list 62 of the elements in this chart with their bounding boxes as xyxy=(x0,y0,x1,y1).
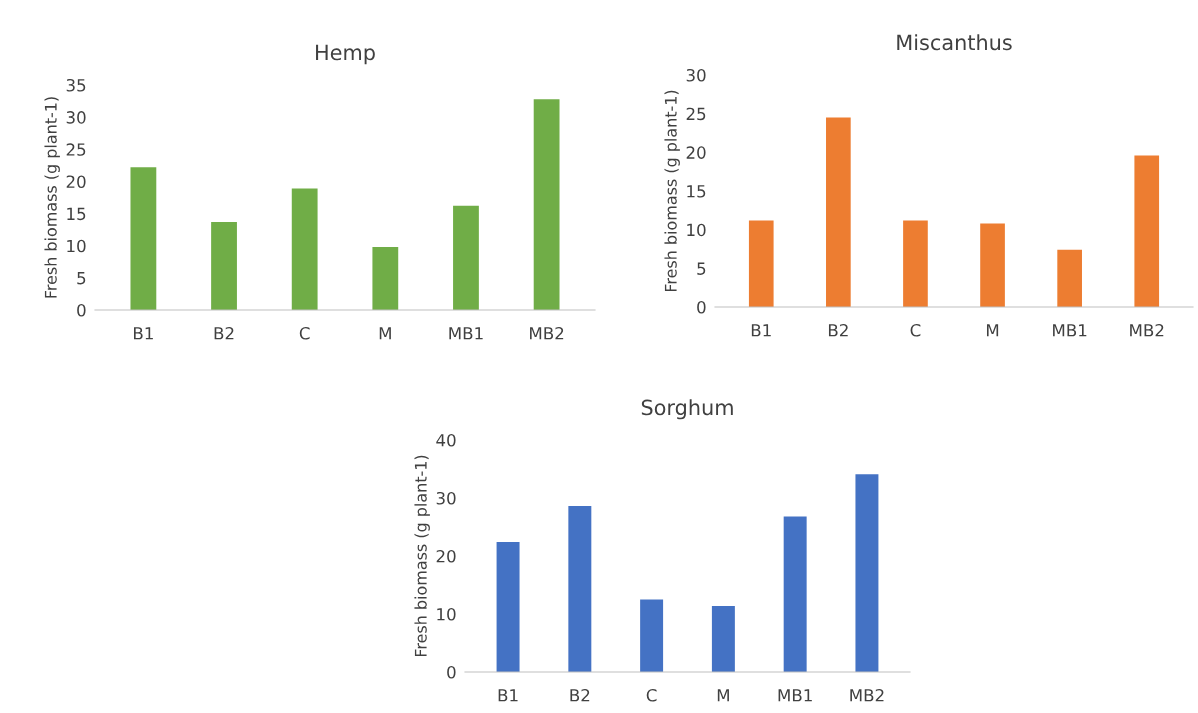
bar xyxy=(711,605,735,672)
x-tick-label: B2 xyxy=(828,323,848,337)
x-tick-label: B2 xyxy=(570,688,590,702)
bar xyxy=(496,542,520,672)
y-tick-label: 10 xyxy=(687,223,706,237)
x-tick-label: MB1 xyxy=(1053,324,1087,337)
bar xyxy=(826,117,851,307)
y-tick-label: 10 xyxy=(437,607,456,621)
bar xyxy=(980,223,1005,307)
bar xyxy=(1057,249,1082,307)
y-axis-title: Fresh biomass (g plant-1) xyxy=(664,90,680,292)
bar xyxy=(453,205,479,310)
bar xyxy=(855,474,879,672)
y-axis-title: Fresh biomass (g plant-1) xyxy=(44,97,60,298)
bar xyxy=(372,247,399,310)
x-tick-label: B2 xyxy=(214,326,234,340)
y-tick-label: 5 xyxy=(77,272,86,285)
bar xyxy=(1134,155,1160,307)
y-tick-label: 5 xyxy=(697,262,706,275)
x-tick-label: B1 xyxy=(134,327,153,340)
y-tick-label: 35 xyxy=(66,78,86,92)
x-tick-label: C xyxy=(910,323,921,337)
y-tick-label: 10 xyxy=(67,239,86,253)
x-tick-label: MB1 xyxy=(449,327,483,340)
x-tick-label: C xyxy=(646,688,657,702)
y-tick-label: 20 xyxy=(66,175,86,188)
y-tick-label: 0 xyxy=(447,665,456,679)
bar xyxy=(903,220,928,307)
y-axis-title: Fresh biomass (g plant-1) xyxy=(414,455,430,657)
chart-title: Sorghum xyxy=(641,399,733,420)
x-tick-label: C xyxy=(299,326,310,340)
x-tick-label: M xyxy=(986,324,999,337)
y-tick-label: 15 xyxy=(687,185,706,198)
y-tick-label: 30 xyxy=(66,111,86,124)
y-tick-label: 25 xyxy=(66,143,86,156)
y-tick-label: 20 xyxy=(686,146,706,159)
y-tick-label: 25 xyxy=(686,107,706,121)
bar xyxy=(748,220,774,307)
bar xyxy=(130,167,157,310)
x-tick-label: B1 xyxy=(751,324,771,337)
chart-title: Miscanthus xyxy=(897,34,1012,51)
y-tick-label: 30 xyxy=(686,68,706,82)
x-tick-label: MB2 xyxy=(530,326,564,340)
x-tick-label: M xyxy=(717,689,729,702)
bar xyxy=(533,99,560,310)
bar xyxy=(211,221,237,310)
y-tick-label: 15 xyxy=(67,207,86,221)
bar xyxy=(568,506,592,672)
y-tick-label: 0 xyxy=(77,303,86,317)
x-tick-label: MB2 xyxy=(1130,323,1164,337)
bar xyxy=(783,516,807,672)
y-tick-label: 0 xyxy=(697,300,706,314)
x-tick-label: MB2 xyxy=(850,688,884,702)
bar xyxy=(291,188,318,310)
y-tick-label: 40 xyxy=(436,433,456,447)
y-tick-label: 20 xyxy=(436,549,456,563)
x-tick-label: MB1 xyxy=(778,689,812,702)
y-tick-label: 30 xyxy=(436,491,456,505)
x-tick-label: B1 xyxy=(498,689,518,702)
bar xyxy=(640,599,664,672)
chart-title: Hemp xyxy=(316,44,375,65)
x-tick-label: M xyxy=(379,327,391,340)
